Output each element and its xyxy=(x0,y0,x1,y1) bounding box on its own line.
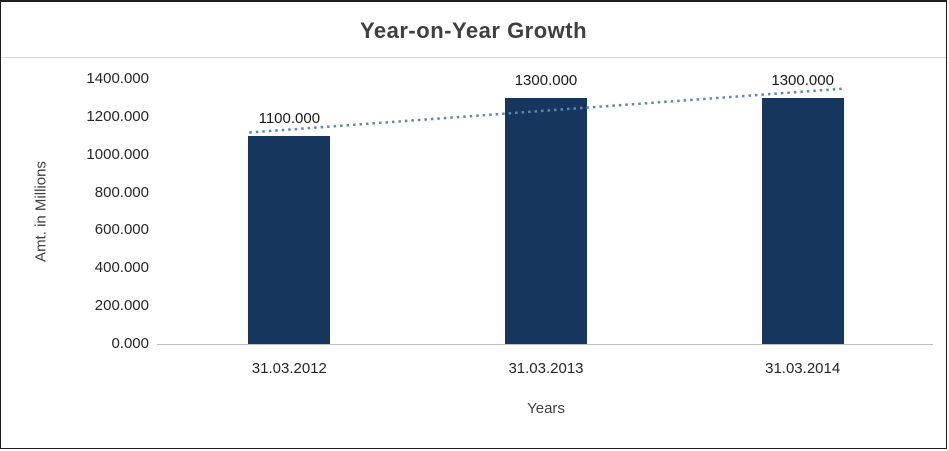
bar-value-label: 1300.000 xyxy=(771,71,834,89)
x-tick-label: 31.03.2013 xyxy=(508,360,584,377)
y-tick-label: 0.000 xyxy=(111,335,149,352)
bar-value-label: 1300.000 xyxy=(514,71,578,89)
x-axis-line xyxy=(157,344,933,345)
x-tick-label: 31.03.2014 xyxy=(765,360,841,377)
y-tick-label: 1000.000 xyxy=(86,145,149,163)
y-tick-label: 400.000 xyxy=(94,259,149,277)
y-axis-title: Amt. in Millions xyxy=(32,161,50,262)
chart-title: Year-on-Year Growth xyxy=(359,18,588,43)
bar xyxy=(248,135,331,344)
bar xyxy=(761,97,844,344)
x-tick-label: 31.03.2012 xyxy=(251,360,327,377)
bar-value-label: 1100.000 xyxy=(258,109,321,127)
y-tick-label: 1200.000 xyxy=(86,107,149,125)
x-axis-title: Years xyxy=(527,400,565,417)
y-tick-label: 200.000 xyxy=(94,297,149,315)
y-tick-label: 1400.000 xyxy=(86,70,149,87)
y-tick-label: 600.000 xyxy=(94,221,149,239)
y-tick-label: 800.000 xyxy=(94,183,149,201)
title-divider xyxy=(1,57,946,58)
bar xyxy=(505,97,587,344)
